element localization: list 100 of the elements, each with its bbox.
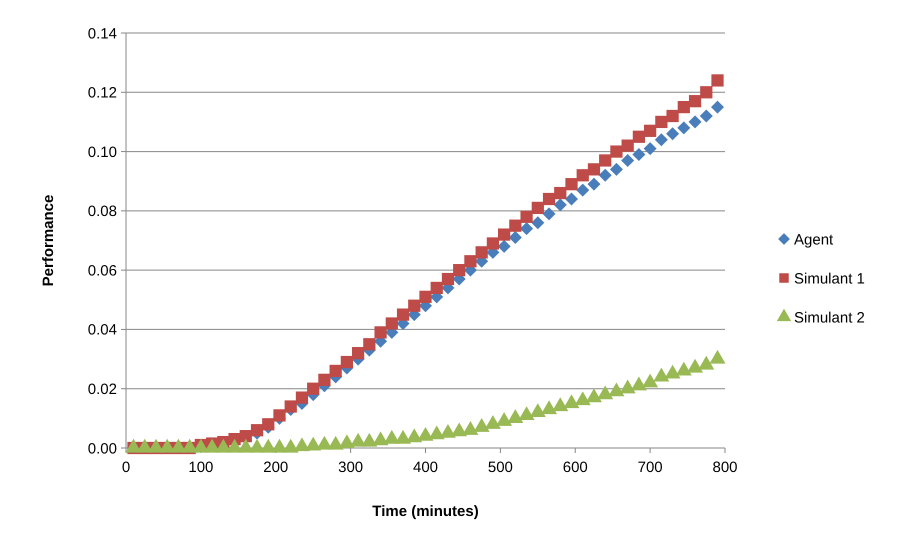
point (136, 438, 153, 453)
y-tick-label: 0.06 (88, 262, 117, 280)
point (305, 436, 322, 451)
point (272, 438, 288, 453)
point (574, 391, 591, 406)
legend-label: Simulant 1 (794, 270, 865, 288)
point (653, 368, 670, 382)
point (260, 438, 276, 453)
point (361, 432, 378, 447)
point (442, 272, 454, 286)
point (622, 140, 634, 152)
point (418, 426, 434, 441)
x-tick-label: 100 (188, 459, 214, 476)
point (484, 415, 501, 429)
point (496, 412, 512, 426)
point (588, 163, 600, 176)
point (352, 347, 364, 360)
point (587, 178, 600, 191)
y-tick-label: 0.14 (88, 25, 117, 42)
point (170, 438, 186, 453)
y-tick-label: 0.10 (88, 144, 117, 161)
point (340, 356, 354, 368)
point (666, 127, 680, 140)
point (282, 438, 299, 453)
point (532, 202, 544, 214)
point (541, 400, 558, 414)
point (632, 130, 646, 143)
y-tick-label: 0.00 (88, 440, 117, 458)
point (711, 100, 724, 114)
point (249, 438, 265, 453)
point (576, 184, 590, 197)
x-tick-label: 200 (263, 459, 288, 476)
point (509, 220, 522, 232)
point (688, 115, 702, 128)
point (406, 428, 422, 442)
point (430, 282, 443, 294)
x-tick-label: 0 (122, 459, 130, 476)
point (215, 438, 232, 453)
point (710, 350, 726, 364)
point (520, 210, 533, 223)
point (644, 124, 656, 137)
point (698, 356, 714, 370)
point (597, 385, 614, 400)
point (565, 192, 578, 206)
point (159, 438, 176, 453)
point (700, 109, 713, 123)
point (451, 422, 468, 436)
point (518, 406, 535, 420)
legend-label: Simulant 2 (794, 309, 865, 326)
x-tick-label: 600 (562, 459, 588, 476)
y-tick-label: 0.04 (88, 322, 117, 339)
point (599, 154, 612, 167)
point (474, 418, 490, 432)
x-tick-label: 700 (638, 459, 663, 476)
x-tick-label: 300 (338, 459, 364, 476)
point (318, 374, 331, 386)
point (552, 397, 568, 412)
point (711, 74, 724, 87)
point (182, 438, 198, 453)
point (610, 145, 623, 158)
point (700, 86, 712, 98)
point (498, 228, 510, 241)
point (350, 432, 366, 447)
point (564, 394, 580, 408)
point (238, 438, 254, 453)
point (396, 308, 410, 321)
point (608, 382, 624, 396)
x-tick-label: 500 (488, 459, 513, 476)
point (486, 237, 500, 250)
y-tick-label: 0.08 (88, 203, 117, 220)
point (565, 178, 578, 190)
point (338, 434, 355, 448)
point (386, 317, 398, 330)
point (664, 364, 681, 378)
point (464, 255, 477, 268)
point (498, 240, 511, 253)
point (374, 326, 387, 339)
x-axis-title: Time (minutes) (372, 503, 479, 520)
y-tick-label: 0.02 (88, 380, 117, 398)
point (655, 116, 668, 128)
point (620, 380, 636, 394)
point (666, 110, 679, 122)
point (542, 207, 556, 220)
point (554, 186, 566, 200)
point (148, 438, 164, 453)
point (677, 121, 690, 134)
point (508, 231, 522, 244)
point (395, 430, 412, 444)
point (554, 198, 567, 212)
point (520, 222, 534, 236)
point (630, 376, 647, 390)
x-tick-label: 400 (412, 459, 438, 476)
point (226, 438, 243, 453)
point (408, 300, 420, 312)
point (688, 95, 702, 108)
point (542, 192, 556, 206)
point (676, 362, 692, 376)
point (372, 431, 389, 446)
point (644, 142, 657, 156)
point (642, 374, 658, 388)
